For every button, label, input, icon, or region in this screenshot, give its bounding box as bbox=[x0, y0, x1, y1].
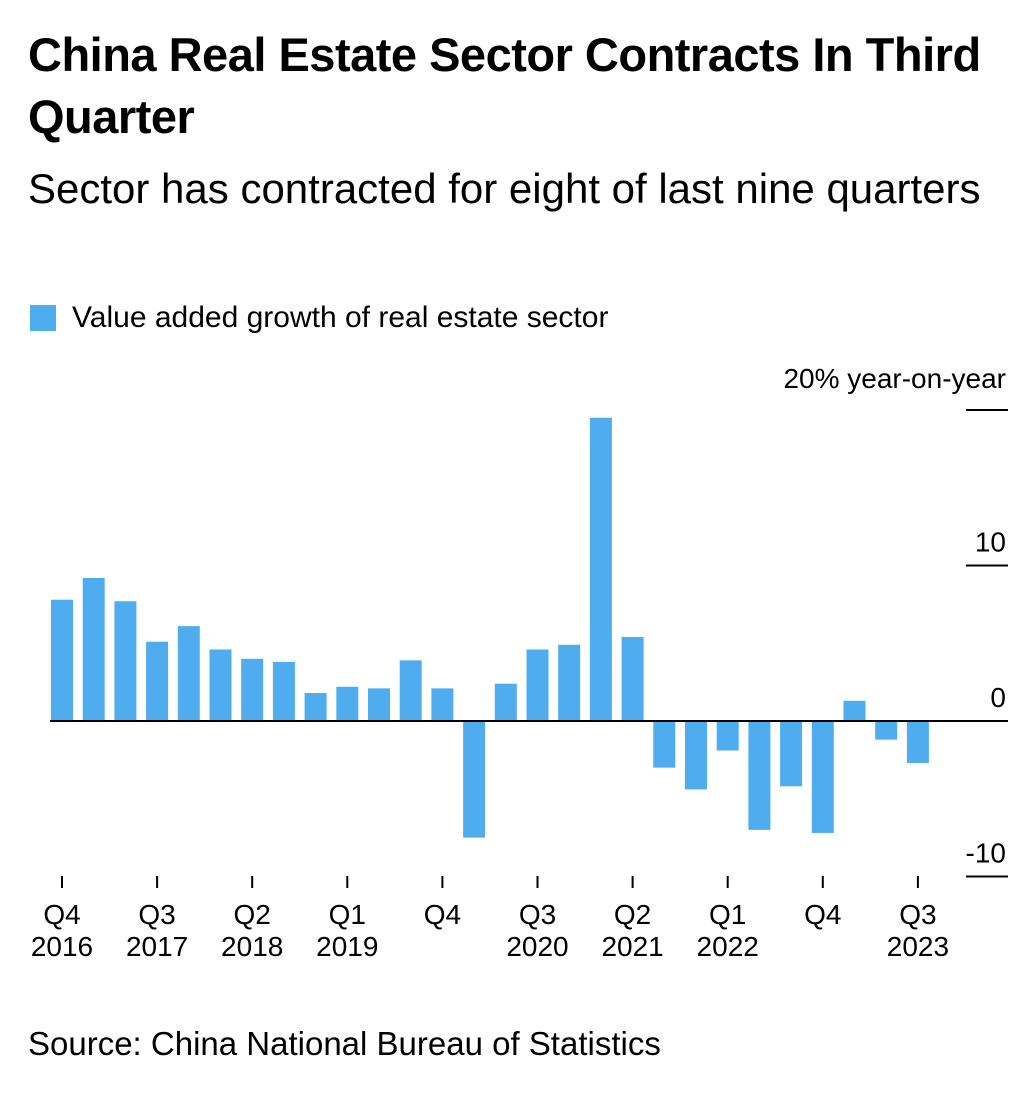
bar-q1-2022 bbox=[716, 721, 739, 751]
bar-q3-2019 bbox=[399, 660, 422, 721]
source-note: Source: China National Bureau of Statist… bbox=[28, 1025, 661, 1062]
bar-q1-2020 bbox=[463, 721, 486, 838]
x-tick-quarter-6: Q2 bbox=[234, 899, 271, 930]
bar-q1-2017 bbox=[82, 577, 105, 721]
bar-q2-2019 bbox=[368, 688, 390, 721]
bar-q2-2017 bbox=[114, 601, 137, 721]
x-tick-quarter-18: Q2 bbox=[614, 899, 651, 930]
bar-q4-2018 bbox=[304, 693, 327, 721]
bar-q4-2020 bbox=[558, 644, 581, 721]
chart-subtitle: Sector has contracted for eight of last … bbox=[28, 165, 981, 212]
x-tick-year-3: 2017 bbox=[126, 931, 188, 962]
bar-q1-2021 bbox=[589, 417, 612, 721]
y-tick-label-10: 10 bbox=[975, 527, 1006, 558]
chart-title: China Real Estate Sector Contracts In Th… bbox=[28, 28, 981, 143]
bar-q2-2023 bbox=[875, 721, 898, 740]
bar-q2-2022 bbox=[748, 721, 771, 830]
legend: Value added growth of real estate sector bbox=[30, 298, 608, 338]
bar-q4-2016 bbox=[51, 599, 73, 721]
x-tick-year-9: 2019 bbox=[316, 931, 378, 962]
y-tick-label-0: 0 bbox=[990, 682, 1006, 713]
x-tick-year-18: 2021 bbox=[601, 931, 663, 962]
x-tick-year-15: 2020 bbox=[506, 931, 568, 962]
x-tick-year-6: 2018 bbox=[221, 931, 283, 962]
bar-q2-2020 bbox=[494, 683, 517, 721]
x-tick-quarter-9: Q1 bbox=[329, 899, 366, 930]
bar-q3-2023 bbox=[906, 721, 929, 763]
bar-q2-2021 bbox=[621, 637, 644, 721]
bar-q4-2017 bbox=[177, 626, 200, 721]
bar-q3-2021 bbox=[653, 721, 676, 768]
x-tick-year-21: 2022 bbox=[697, 931, 759, 962]
x-tick-quarter-3: Q3 bbox=[138, 899, 175, 930]
bar-q4-2019 bbox=[431, 688, 454, 721]
legend-swatch bbox=[30, 305, 56, 331]
x-tick-quarter-0: Q4 bbox=[43, 899, 80, 930]
x-tick-quarter-24: Q4 bbox=[804, 899, 841, 930]
x-tick-quarter-15: Q3 bbox=[519, 899, 556, 930]
x-tick-quarter-12: Q4 bbox=[424, 899, 461, 930]
bar-q1-2023 bbox=[843, 700, 866, 721]
bar-q4-2022 bbox=[811, 721, 834, 833]
y-tick-label--10: -10 bbox=[966, 838, 1006, 869]
bar-q2-2018 bbox=[241, 658, 264, 721]
bar-q4-2021 bbox=[685, 721, 707, 790]
x-tick-quarter-21: Q1 bbox=[709, 899, 746, 930]
bar-q3-2022 bbox=[780, 721, 803, 787]
bar-q3-2017 bbox=[146, 641, 169, 721]
bar-q3-2020 bbox=[526, 649, 549, 721]
x-tick-year-27: 2023 bbox=[887, 931, 949, 962]
bar-q1-2019 bbox=[336, 686, 359, 721]
bars-group bbox=[50, 417, 1008, 838]
x-tick-quarter-27: Q3 bbox=[899, 899, 936, 930]
y-axis-unit-label: 20% year-on-year bbox=[783, 363, 1006, 394]
bar-q1-2018 bbox=[209, 649, 232, 721]
bar-q3-2018 bbox=[272, 661, 295, 721]
y-axis: 20% year-on-year 10 0 -10 bbox=[783, 363, 1008, 878]
legend-label: Value added growth of real estate sector bbox=[72, 301, 609, 334]
x-tick-year-0: 2016 bbox=[31, 931, 93, 962]
